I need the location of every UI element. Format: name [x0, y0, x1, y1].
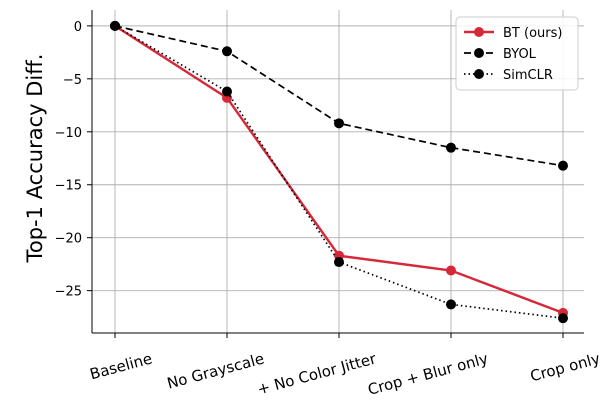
data-point-byol	[222, 46, 232, 57]
y-tick-label: −20	[55, 232, 82, 247]
legend[interactable]: BT (ours) BYOL SimCLR	[455, 16, 579, 91]
x-tick-label: Crop only	[528, 349, 602, 385]
legend-marker-byol	[474, 48, 484, 58]
axes	[87, 10, 584, 338]
y-tick-label: −25	[55, 285, 82, 300]
legend-box	[455, 16, 579, 91]
data-point-simclr	[110, 20, 120, 31]
legend-marker-bt-ours	[474, 27, 484, 37]
y-tick-label: −10	[55, 126, 82, 141]
x-tick-label: Baseline	[88, 349, 154, 383]
legend-label-byol: BYOL	[503, 47, 537, 62]
y-tick-label: −5	[63, 73, 82, 88]
data-point-byol	[334, 118, 344, 129]
y-tick-label: −15	[55, 179, 82, 194]
data-point-byol	[558, 160, 568, 171]
x-tick-label: Crop + Blur only	[366, 349, 490, 398]
grid-lines	[92, 10, 584, 333]
data-point-simclr	[446, 299, 456, 310]
legend-label-simclr: SimCLR	[503, 68, 553, 83]
x-tick-label: + No Color Jitter	[255, 349, 378, 398]
data-point-byol	[446, 142, 456, 153]
y-axis-label: Top-1 Accuracy Diff.	[23, 54, 47, 264]
legend-label-bt-ours: BT (ours)	[503, 26, 562, 41]
data-point-bt-ours	[446, 265, 456, 276]
legend-marker-simclr	[474, 69, 484, 79]
series-lines	[110, 20, 568, 324]
y-tick-label: 0	[74, 20, 82, 35]
x-tick-label: No Grayscale	[165, 349, 266, 392]
data-point-simclr	[222, 86, 232, 97]
data-point-simclr	[334, 257, 344, 268]
data-point-simclr	[558, 313, 568, 324]
